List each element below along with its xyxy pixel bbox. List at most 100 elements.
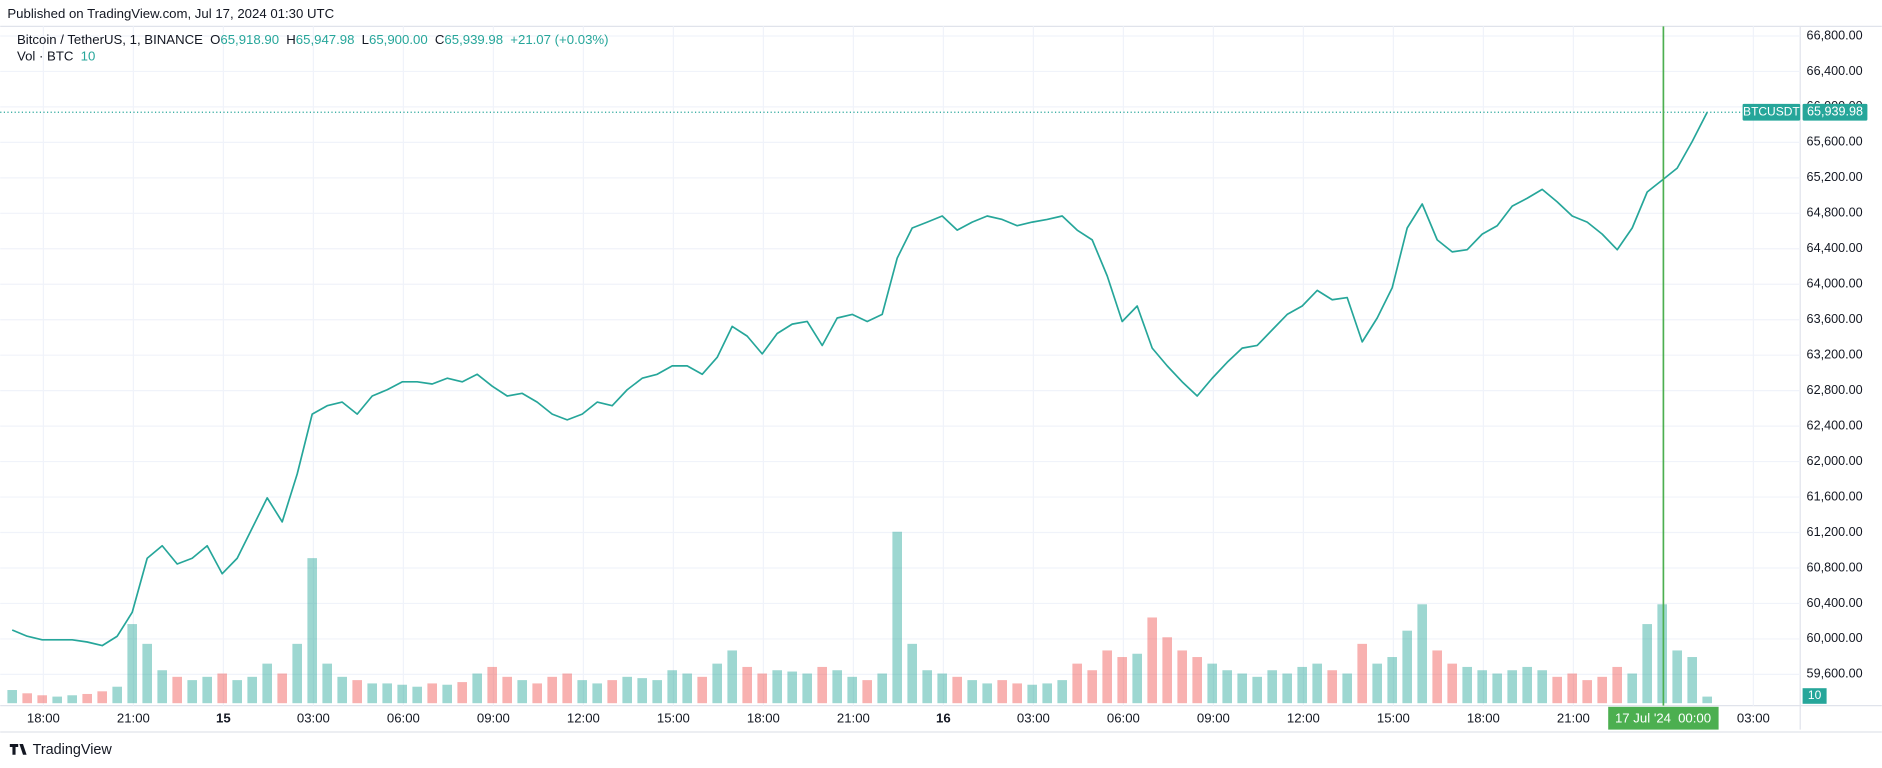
volume-bar bbox=[1027, 684, 1037, 704]
volume-bar bbox=[1132, 653, 1142, 704]
volume-bar bbox=[1192, 657, 1202, 704]
volume-bar bbox=[997, 680, 1007, 704]
volume-bar bbox=[1672, 650, 1682, 704]
x-tick-label: 03:00 bbox=[297, 710, 330, 725]
y-tick-label: 64,400.00 bbox=[1807, 241, 1863, 255]
low: 65,900.00 bbox=[369, 32, 428, 47]
volume-bar bbox=[742, 666, 752, 704]
y-tick-label: 65,600.00 bbox=[1807, 135, 1863, 149]
volume-bar bbox=[892, 531, 902, 704]
volume-bar bbox=[352, 680, 362, 704]
volume-bar bbox=[1372, 663, 1382, 704]
x-tick-label: 18:00 bbox=[747, 710, 780, 725]
volume-bar bbox=[922, 670, 932, 704]
volume-bar bbox=[427, 683, 437, 704]
volume-bar bbox=[1042, 683, 1052, 704]
c-key: C bbox=[435, 32, 445, 47]
y-tick-label: 65,200.00 bbox=[1807, 170, 1863, 184]
volume-bar bbox=[1312, 663, 1322, 704]
volume-bar bbox=[1327, 670, 1337, 704]
volume-bar bbox=[217, 673, 227, 704]
volume-bar bbox=[127, 624, 137, 704]
volume-bar bbox=[982, 683, 992, 704]
volume-legend: Vol · BTC 10 bbox=[17, 49, 95, 64]
y-tick-label: 60,800.00 bbox=[1807, 560, 1863, 574]
y-tick-label: 64,800.00 bbox=[1807, 206, 1863, 220]
high: 65,947.98 bbox=[296, 32, 355, 47]
volume-bar bbox=[937, 673, 947, 704]
volume-bar bbox=[157, 670, 167, 704]
volume-bar bbox=[337, 676, 347, 704]
x-tick-label: 21:00 bbox=[117, 710, 150, 725]
volume-bar bbox=[1147, 617, 1157, 704]
x-tick-label: 16 bbox=[936, 710, 951, 725]
volume-bar bbox=[412, 686, 422, 704]
x-tick-label: 12:00 bbox=[1287, 710, 1320, 725]
x-tick-label: 21:00 bbox=[837, 710, 870, 725]
volume-bar bbox=[1597, 676, 1607, 704]
y-tick-label: 61,200.00 bbox=[1807, 525, 1863, 539]
volume-bar bbox=[1282, 673, 1292, 704]
volume-bar bbox=[1657, 604, 1667, 704]
h-key: H bbox=[286, 32, 296, 47]
volume-bar bbox=[1087, 670, 1097, 704]
y-tick-label: 63,600.00 bbox=[1807, 312, 1863, 326]
volume-bar bbox=[37, 695, 47, 704]
volume-bar bbox=[862, 680, 872, 704]
volume-bar bbox=[1582, 680, 1592, 704]
volume-name: Vol · BTC bbox=[17, 49, 74, 64]
x-tick-label: 06:00 bbox=[387, 710, 420, 725]
volume-bar bbox=[1492, 673, 1502, 704]
footer: TradingView bbox=[9, 742, 112, 758]
volume-bar bbox=[1342, 673, 1352, 704]
ticker-tag bbox=[1742, 103, 1801, 121]
volume-bar bbox=[172, 676, 182, 704]
x-tick-label: 03:00 bbox=[1737, 710, 1770, 725]
volume-bar bbox=[682, 673, 692, 704]
volume-bar bbox=[952, 676, 962, 704]
volume-bar bbox=[1162, 637, 1172, 704]
volume-bar bbox=[622, 676, 632, 704]
volume-bar bbox=[1702, 696, 1712, 704]
x-tick-label: 12:00 bbox=[567, 710, 600, 725]
x-tick-label: 18:00 bbox=[27, 710, 60, 725]
volume-bar bbox=[592, 683, 602, 704]
volume-bar bbox=[202, 676, 212, 704]
volume-bar bbox=[1402, 630, 1412, 704]
volume-bar bbox=[1252, 676, 1262, 704]
volume-bar bbox=[187, 680, 197, 704]
y-tick-label: 66,400.00 bbox=[1807, 64, 1863, 78]
volume-bar bbox=[1102, 650, 1112, 704]
volume-bar bbox=[367, 683, 377, 704]
y-tick-label: 66,800.00 bbox=[1807, 28, 1863, 42]
volume-bar bbox=[1627, 673, 1637, 704]
y-tick-label: 60,000.00 bbox=[1807, 631, 1863, 645]
volume-bar bbox=[757, 673, 767, 704]
crosshair-time: 00:00 bbox=[1678, 710, 1711, 725]
published-note: Published on TradingView.com, Jul 17, 20… bbox=[7, 6, 334, 21]
volume-bar bbox=[1267, 670, 1277, 704]
volume-bar bbox=[1642, 624, 1652, 704]
volume-bar bbox=[262, 663, 272, 704]
volume-bar bbox=[82, 693, 92, 704]
volume-bar bbox=[1222, 670, 1232, 704]
volume-bar bbox=[67, 695, 77, 704]
volume-bar bbox=[1237, 673, 1247, 704]
x-tick-label: 15:00 bbox=[657, 710, 690, 725]
volume-bar bbox=[487, 666, 497, 704]
legend: Bitcoin / TetherUS, 1, BINANCE O65,918.90… bbox=[17, 32, 609, 64]
volume-bar bbox=[1072, 663, 1082, 704]
volume-bar bbox=[1417, 604, 1427, 704]
brand-logo bbox=[9, 744, 27, 755]
volume-bar bbox=[847, 676, 857, 704]
volume-bar bbox=[877, 673, 887, 704]
x-tick-label: 06:00 bbox=[1107, 710, 1140, 725]
volume-bar bbox=[1012, 683, 1022, 704]
volume-bar bbox=[727, 650, 737, 704]
volume-bar bbox=[772, 670, 782, 704]
y-tick-label: 60,400.00 bbox=[1807, 596, 1863, 610]
volume-bar bbox=[652, 680, 662, 704]
volume-bar bbox=[322, 663, 332, 704]
